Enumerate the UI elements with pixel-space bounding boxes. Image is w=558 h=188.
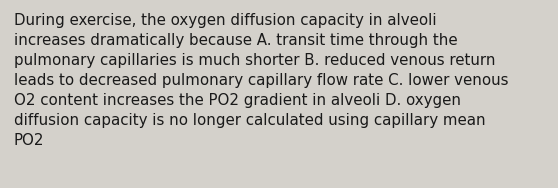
Text: During exercise, the oxygen diffusion capacity in alveoli
increases dramatically: During exercise, the oxygen diffusion ca… (14, 13, 508, 148)
